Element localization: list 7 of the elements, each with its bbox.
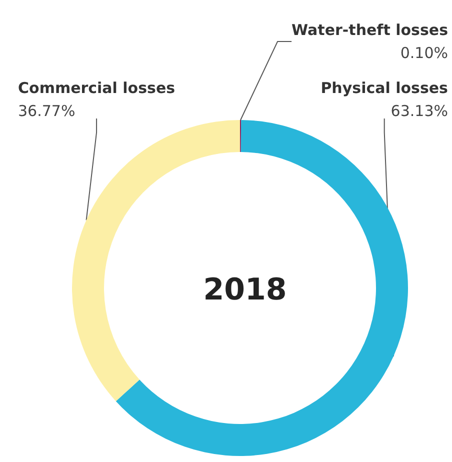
slice-label: Physical losses — [320, 79, 448, 97]
data-label: 63.13% — [390, 102, 448, 120]
slice-label: Commercial losses — [18, 79, 176, 97]
data-label: 36.77% — [18, 102, 76, 120]
slice-label: Water-theft losses — [292, 21, 448, 39]
data-label: 0.10% — [400, 44, 448, 62]
text: 2018 — [203, 272, 287, 308]
